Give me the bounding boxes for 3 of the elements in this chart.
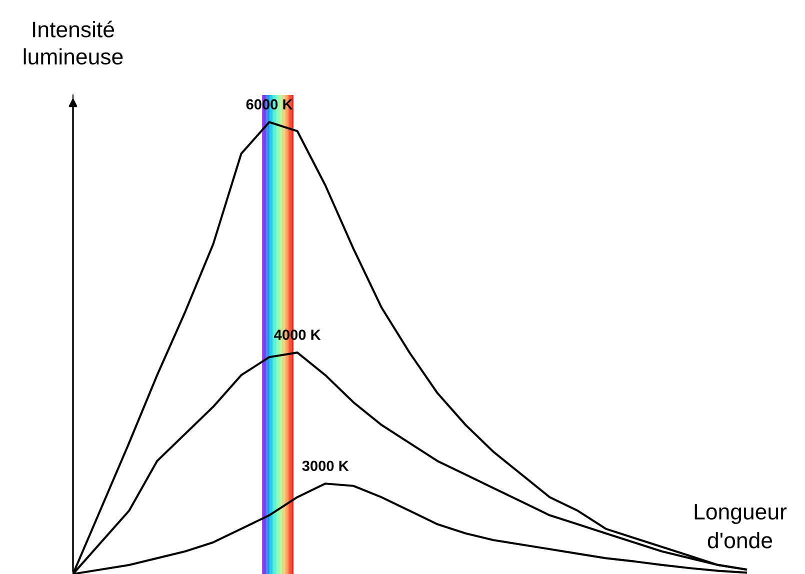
series-label: 3000 K (302, 460, 349, 472)
y-axis-title: Intensité lumineuse (24, 20, 123, 65)
x-axis-title: Longueur d'onde (694, 504, 787, 548)
